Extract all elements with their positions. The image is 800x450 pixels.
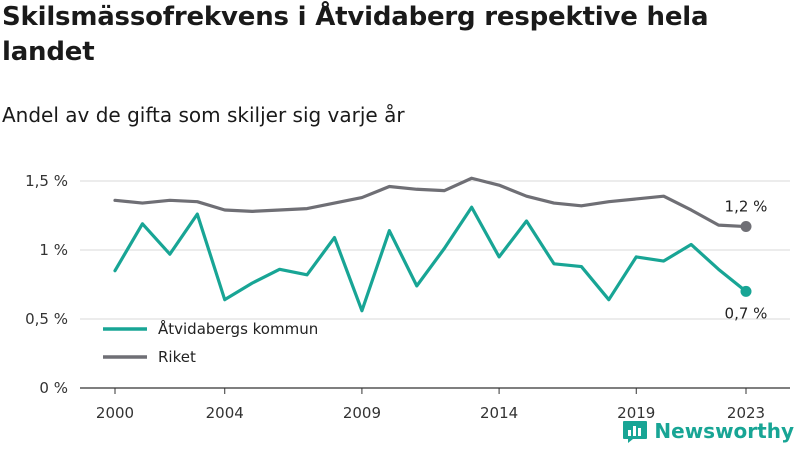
x-tick-label: 2000 — [96, 404, 134, 422]
legend-label: Riket — [158, 348, 196, 366]
brand-logo[interactable]: Newsworthy — [622, 418, 794, 444]
chart-subtitle: Andel av de gifta som skiljer sig varje … — [2, 103, 405, 127]
axes: 0 % 0,5 % 1 % 1,5 % 2000 2004 2009 2014 2019 2023 — [25, 172, 790, 422]
x-tick-label: 2009 — [343, 404, 381, 422]
end-label-riket: 1,2 % — [725, 198, 768, 216]
y-tick-label: 1 % — [39, 241, 68, 259]
y-tick-label: 0,5 % — [25, 310, 68, 328]
x-tick-label: 2019 — [617, 404, 655, 422]
legend-label: Åtvidabergs kommun — [158, 319, 318, 338]
series-lines: 1,2 % 0,7 % — [113, 176, 768, 322]
series-line-riket — [113, 176, 748, 229]
x-tick-label: 2004 — [206, 404, 244, 422]
end-label-atvidaberg: 0,7 % — [725, 304, 768, 322]
x-tick-label: 2023 — [727, 404, 765, 422]
legend: Åtvidabergs kommun Riket — [103, 319, 318, 366]
x-tick-label: 2014 — [480, 404, 518, 422]
y-tick-label: 1,5 % — [25, 172, 68, 190]
y-tick-label: 0 % — [39, 379, 68, 397]
newsworthy-logo-icon — [623, 421, 648, 443]
end-point-riket — [740, 221, 752, 233]
series-line-atvidaberg — [113, 205, 748, 313]
gridlines — [80, 180, 790, 320]
end-point-atvidaberg — [740, 285, 752, 297]
brand-name: Newsworthy — [654, 419, 794, 443]
chart-title: Skilsmässofrekvens i Åtvidaberg respekti… — [2, 2, 709, 67]
